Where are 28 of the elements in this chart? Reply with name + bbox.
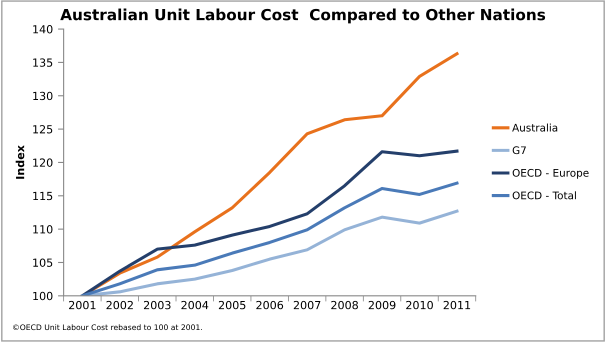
x-tick-label: 2004 (181, 300, 208, 310)
y-tick-label: 105 (33, 258, 52, 267)
chart-title: Australian Unit Labour Cost Compared to Other Nations (60, 8, 546, 24)
x-tick-label: 2002 (106, 300, 133, 310)
y-axis-title: Index (16, 145, 24, 179)
x-tick-label: 2001 (69, 300, 96, 310)
x-tick-label: 2009 (368, 300, 396, 310)
legend-label: OECD - Total (512, 191, 576, 200)
x-tick-label: 2010 (406, 300, 433, 310)
legend-label: OECD - Europe (512, 168, 589, 179)
y-tick-label: 140 (33, 25, 52, 34)
line-series (80, 150, 459, 296)
y-tick-label: 110 (33, 225, 52, 234)
x-tick-label: 2008 (331, 300, 358, 310)
line-series (80, 182, 459, 296)
y-tick-label: 100 (33, 292, 52, 300)
y-tick-label: 115 (33, 192, 52, 200)
y-tick-label: 130 (33, 92, 52, 100)
x-tick-label: 2011 (444, 300, 470, 310)
legend-label: Australia (512, 124, 558, 132)
legend-label: G7 (512, 146, 526, 154)
x-tick-label: 2003 (144, 300, 171, 310)
x-tick-label: 2006 (256, 300, 284, 310)
x-tick-label: 2007 (294, 300, 320, 310)
x-tick-label: 2005 (218, 300, 246, 310)
y-tick-label: 125 (33, 125, 52, 134)
y-tick-label: 120 (33, 158, 52, 167)
y-tick-label: 135 (33, 58, 52, 67)
